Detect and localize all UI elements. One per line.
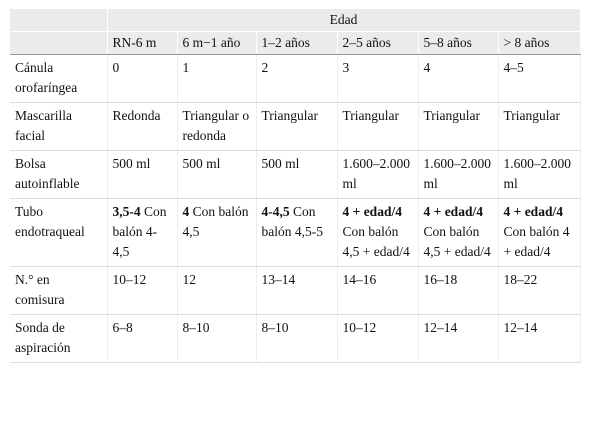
table-cell: 14–16 (337, 266, 419, 315)
row-label: Mascarilla facial (10, 102, 108, 151)
header-row: Edad (10, 9, 581, 32)
column-header: > 8 años (498, 31, 581, 55)
column-header: RN-6 m (107, 31, 178, 55)
cell-text: Con balón 4-4,5 (112, 204, 167, 259)
table-cell: 1.600–2.000 ml (337, 150, 419, 199)
table-cell: 1.600–2.000 ml (418, 150, 499, 199)
table-cell: Triangular (498, 102, 581, 151)
cell-bold: 4 + edad/4 (423, 204, 483, 219)
table-cell: Triangular (256, 102, 338, 151)
table-cell: 4 + edad/4 Con balón 4 + edad/4 (498, 198, 581, 267)
table-cell: 500 ml (177, 150, 257, 199)
table-cell: 12–14 (418, 314, 499, 363)
table-cell: 8–10 (177, 314, 257, 363)
table-cell: Triangular (337, 102, 419, 151)
table-cell: 4 + edad/4 Con balón 4,5 + edad/4 (418, 198, 499, 267)
table-cell: 0 (107, 54, 178, 103)
corner-cell (10, 9, 108, 32)
column-header: 1–2 años (256, 31, 338, 55)
table-cell: 8–10 (256, 314, 338, 363)
cell-bold: 4 (182, 204, 190, 219)
row-label: Bolsa autoinflable (10, 150, 108, 199)
table-cell: 12–14 (498, 314, 581, 363)
table-cell: 12 (177, 266, 257, 315)
table-cell: 3 (337, 54, 419, 103)
table-row: Sonda de aspiración 6–8 8–10 8–10 10–12 12–14… (10, 314, 581, 363)
table-cell: 10–12 (337, 314, 419, 363)
group-header: Edad (107, 9, 581, 32)
table-row: Mascarilla facial Redonda Triangular o red… (10, 102, 581, 151)
table-cell: 4 + edad/4 Con balón 4,5 + edad/4 (337, 198, 419, 267)
table-cell: 6–8 (107, 314, 178, 363)
table-cell: 13–14 (256, 266, 338, 315)
table-row: Bolsa autoinflable 500 ml 500 ml 500 ml 1.60… (10, 150, 581, 199)
table-cell: 4-4,5 Con balón 4,5-5 (256, 198, 338, 267)
table-row: N.° en comisura 10–12 12 13–14 14–16 16–18 18–… (10, 266, 581, 315)
table-cell: Triangular o redonda (177, 102, 257, 151)
corner-cell (10, 31, 108, 55)
table-cell: 1.600–2.000 ml (498, 150, 581, 199)
table-cell: 4 (418, 54, 499, 103)
table-cell: 4–5 (498, 54, 581, 103)
table-cell: 2 (256, 54, 338, 103)
column-header: 2–5 años (337, 31, 419, 55)
row-label: N.° en comisura (10, 266, 108, 315)
table-cell: 500 ml (256, 150, 338, 199)
row-label: Sonda de aspiración (10, 314, 108, 363)
cell-bold: 4-4,5 (261, 204, 290, 219)
table-row: Tubo endotraqueal 3,5-4 Con balón 4-4,5 4 … (10, 198, 581, 267)
cell-bold: 4 + edad/4 (503, 204, 563, 219)
table-cell: Triangular (418, 102, 499, 151)
row-label: Cánula orofaríngea (10, 54, 108, 103)
row-label: Tubo endotraqueal (10, 198, 108, 267)
table-cell: 10–12 (107, 266, 178, 315)
cell-bold: 3,5-4 (112, 204, 141, 219)
table-cell: Redonda (107, 102, 178, 151)
table-cell: 3,5-4 Con balón 4-4,5 (107, 198, 178, 267)
table-row: Cánula orofaríngea 0 1 2 3 4 4–5 (10, 54, 581, 103)
cell-text: Con balón 4,5 + edad/4 (342, 224, 410, 259)
table-cell: 16–18 (418, 266, 499, 315)
table-cell: 4 Con balón 4,5 (177, 198, 257, 267)
table-body: Cánula orofaríngea 0 1 2 3 4 4–5 Mascarilla fac… (10, 54, 581, 363)
table-cell: 500 ml (107, 150, 178, 199)
cell-text: Con balón 4,5 (182, 204, 249, 239)
column-header: 5–8 años (418, 31, 499, 55)
column-header: 6 m−1 año (177, 31, 257, 55)
cell-text: Con balón 4,5-5 (261, 204, 324, 239)
cell-text: Con balón 4 + edad/4 (503, 224, 570, 259)
cell-bold: 4 + edad/4 (342, 204, 402, 219)
table-cell: 18–22 (498, 266, 581, 315)
cell-text: Con balón 4,5 + edad/4 (423, 224, 491, 259)
table-cell: 1 (177, 54, 257, 103)
